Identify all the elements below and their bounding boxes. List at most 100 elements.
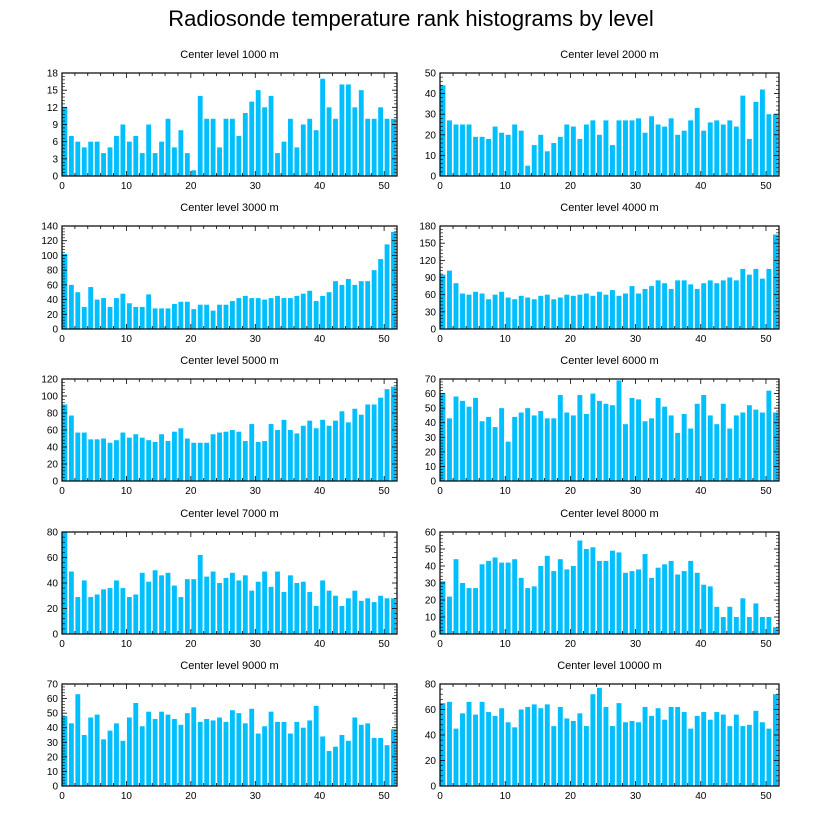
x-tick-label: 30 — [250, 639, 262, 650]
bar — [688, 728, 694, 786]
x-tick-label: 30 — [630, 639, 642, 650]
bar — [766, 114, 772, 176]
y-tick-label: 30 — [425, 579, 437, 590]
y-tick-label: 0 — [52, 630, 58, 641]
bar — [210, 310, 216, 329]
bar — [512, 559, 518, 634]
x-tick-label: 30 — [250, 181, 262, 192]
panel-10: Center level 10000 m 0 10 20 30 40 50 0 20 40 60 80 — [425, 660, 780, 802]
bar — [152, 570, 158, 634]
bar — [479, 564, 485, 634]
bar — [766, 390, 772, 481]
bar — [255, 90, 261, 176]
y-tick-label: 40 — [47, 579, 59, 590]
x-tick-label: 10 — [121, 181, 133, 192]
bar — [492, 126, 498, 176]
bar — [294, 721, 300, 786]
bar — [146, 440, 152, 481]
bar — [473, 397, 479, 481]
bar — [499, 132, 505, 176]
x-tick-label: 50 — [760, 334, 772, 345]
bar — [384, 598, 390, 634]
bar — [759, 617, 765, 634]
bar — [746, 617, 752, 634]
bar — [320, 295, 326, 329]
bar — [596, 134, 602, 176]
bar — [590, 120, 596, 176]
bar — [531, 586, 537, 634]
bar — [623, 293, 628, 329]
bar — [447, 701, 452, 786]
bar — [564, 294, 570, 329]
bar — [223, 304, 229, 329]
bar — [766, 728, 772, 786]
bar — [466, 294, 472, 329]
bar — [720, 617, 726, 634]
bar — [557, 706, 563, 786]
bar — [479, 701, 485, 786]
x-tick-label: 50 — [760, 791, 772, 802]
bar — [492, 557, 498, 634]
y-tick-label: 40 — [47, 443, 59, 454]
y-tick-label: 0 — [430, 172, 436, 183]
y-tick-label: 60 — [425, 389, 437, 400]
bar — [81, 147, 87, 176]
x-tick-label: 20 — [565, 334, 577, 345]
bar — [255, 733, 261, 786]
bar — [249, 424, 255, 481]
y-tick-label: 3 — [52, 154, 58, 165]
x-tick-label: 30 — [250, 791, 262, 802]
bar — [473, 291, 479, 329]
bar — [133, 135, 139, 176]
bar — [655, 397, 661, 481]
bar — [326, 107, 332, 176]
bar — [281, 298, 287, 329]
bar — [146, 581, 152, 634]
bar — [300, 425, 306, 481]
bar — [384, 118, 390, 176]
bar — [460, 124, 465, 176]
bar — [701, 395, 707, 481]
bar — [655, 708, 661, 786]
bar — [294, 147, 300, 176]
bar — [544, 704, 550, 786]
bar — [172, 303, 177, 329]
bar — [391, 231, 396, 329]
x-tick-label: 50 — [760, 486, 772, 497]
bar — [365, 723, 371, 786]
bar — [707, 415, 713, 481]
bar — [707, 586, 713, 634]
bar — [499, 408, 505, 481]
bar — [505, 722, 511, 786]
y-tick-label: 20 — [47, 604, 59, 615]
bar — [701, 584, 707, 634]
bar — [681, 280, 687, 329]
y-tick-label: 30 — [425, 433, 437, 444]
bar — [101, 438, 106, 481]
y-tick-label: 120 — [419, 256, 436, 267]
bar — [603, 706, 609, 786]
bar — [262, 107, 268, 176]
bar — [453, 728, 459, 786]
bar — [525, 588, 531, 634]
bar — [642, 288, 648, 329]
bar — [88, 141, 94, 176]
bar — [197, 442, 203, 481]
bar — [236, 713, 242, 786]
bar — [772, 412, 778, 481]
bar — [551, 418, 557, 481]
bar — [68, 284, 74, 329]
bar — [365, 404, 371, 481]
bar — [649, 715, 655, 786]
bar — [294, 583, 300, 634]
bar — [701, 283, 707, 329]
bar — [391, 598, 396, 634]
bar — [165, 308, 171, 329]
bar — [242, 723, 248, 786]
bar — [326, 751, 332, 786]
bar — [570, 720, 576, 786]
bar — [275, 721, 280, 786]
x-tick-label: 30 — [630, 791, 642, 802]
bar — [378, 737, 384, 786]
